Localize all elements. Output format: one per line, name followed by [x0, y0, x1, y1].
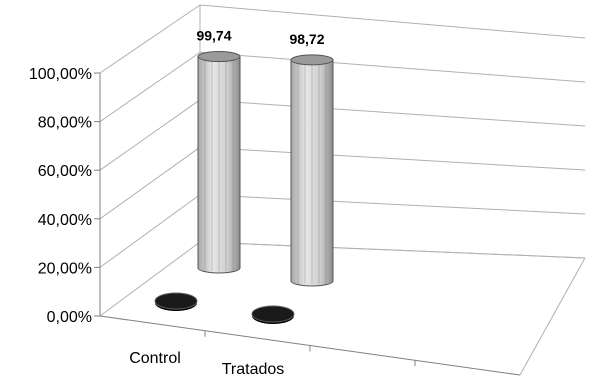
bar-cylinder-series-2	[197, 56, 241, 274]
gridline-left-wall	[99, 146, 201, 220]
gridline-back-wall	[199, 51, 586, 83]
floor-right-edge	[519, 257, 586, 376]
bar-cylinder-series-2	[290, 59, 334, 287]
gridline-back-wall	[199, 99, 586, 127]
y-tick-label: 0,00%	[47, 309, 92, 326]
y-tick-label: 40,00%	[38, 212, 92, 229]
gridline-back-wall	[199, 194, 586, 215]
data-labels: 99,74 98,72	[196, 28, 324, 47]
x-axis: Control Tratados	[129, 350, 284, 376]
series-black-discs	[154, 292, 295, 324]
bar-disc-top	[251, 305, 295, 323]
y-tick-label: 60,00%	[38, 163, 92, 180]
y-tick-label: 20,00%	[38, 260, 92, 277]
gridline-left-wall	[99, 51, 201, 123]
bar-cylinder-top	[197, 51, 241, 63]
data-label: 98,72	[289, 31, 324, 47]
gridline-back-wall	[199, 4, 586, 39]
gridline-left-wall	[99, 99, 201, 171]
gridline-back-wall	[199, 146, 586, 171]
bar-cylinder-top	[290, 54, 334, 66]
category-label: Control	[129, 350, 181, 367]
chart-frame	[99, 5, 586, 376]
floor-back-edge	[199, 241, 586, 259]
y-axis: 0,00% 20,00% 40,00% 60,00% 80,00% 100,00%	[29, 66, 100, 326]
gridlines	[99, 4, 586, 317]
y-tick-label: 80,00%	[38, 115, 92, 132]
bar-disc-top	[154, 292, 198, 310]
gridline-left-wall	[99, 241, 201, 317]
series-grey-cylinders	[197, 51, 334, 287]
category-label: Tratados	[222, 361, 285, 376]
gridline-left-wall	[99, 194, 201, 268]
y-tick-label: 100,00%	[29, 66, 92, 83]
data-label: 99,74	[196, 28, 231, 44]
gridline-left-wall	[99, 4, 201, 74]
